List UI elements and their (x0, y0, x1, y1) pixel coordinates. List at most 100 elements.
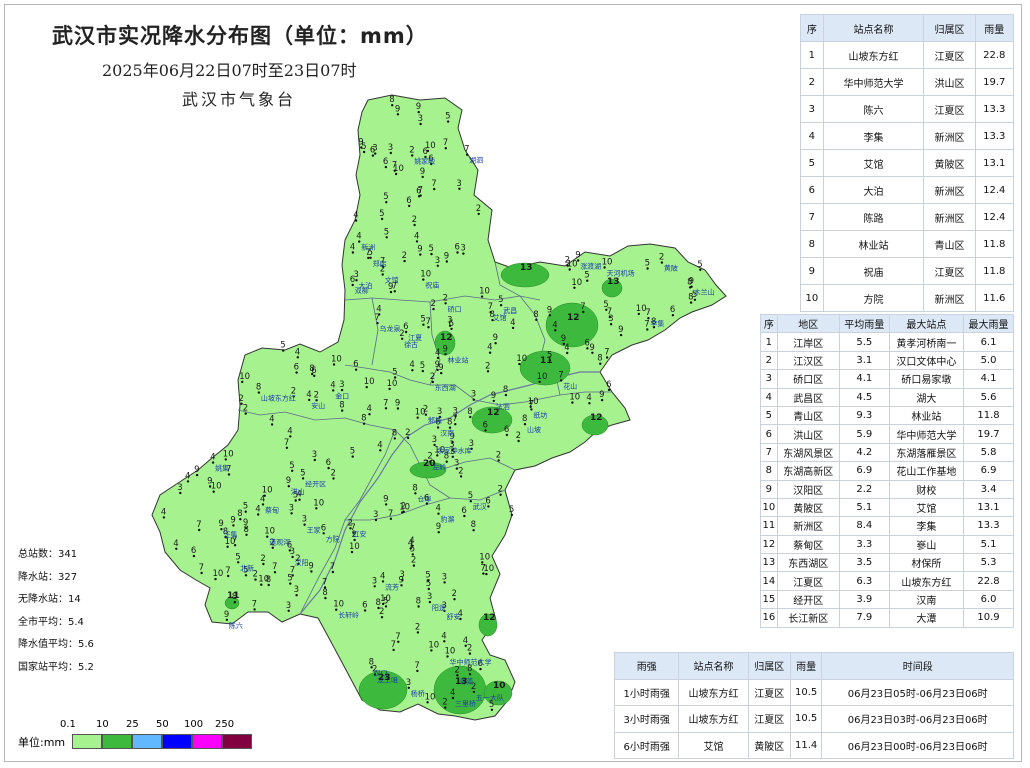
station-value: 3 (372, 144, 377, 154)
station-dot (363, 609, 367, 612)
station-dot (402, 510, 405, 513)
station-value: 3 (286, 601, 291, 611)
table-cell: 6.3 (838, 571, 890, 591)
station-value: 9 (547, 305, 552, 315)
table-cell: 9 (800, 257, 824, 285)
station-value: 2 (270, 538, 275, 548)
table-cell: 华中师范大学 (822, 68, 925, 96)
station-dot (332, 389, 335, 392)
station-value: 10 (445, 647, 456, 657)
station-value: 4 (463, 636, 468, 646)
table-cell: 7.9 (838, 608, 890, 628)
table-cell: 3 (800, 95, 824, 123)
legend-tick: 25 (126, 719, 139, 730)
highlight-value: 11 (540, 356, 553, 366)
station-dot (689, 301, 693, 304)
station-value: 8 (597, 354, 602, 364)
station-dot (322, 532, 325, 535)
station-value: 6 (584, 338, 589, 348)
station-dot (491, 318, 494, 322)
station-dot (285, 446, 289, 449)
station-value: 2 (430, 372, 435, 382)
table-row: 10 方院 新洲区 11.6 (800, 284, 1015, 312)
table-cell: 8 (760, 461, 778, 481)
station-value: 10 (528, 397, 539, 407)
station-value: 8 (447, 418, 452, 428)
station-value: 5 (379, 209, 384, 219)
station-value: 8 (522, 414, 527, 424)
station-dot (261, 503, 265, 506)
table-cell: 2 (800, 68, 824, 96)
highlight-value: 13 (455, 677, 468, 687)
place-label: 道观河 (269, 538, 290, 547)
station-value: 7 (431, 179, 436, 189)
table-cell: 江汉区 (776, 350, 840, 371)
place-label: 长轩岭 (338, 611, 359, 620)
station-dot (273, 571, 277, 574)
station-value: 3 (373, 510, 378, 520)
station-dot (260, 583, 263, 586)
station-dot (310, 570, 313, 573)
station-value: 10 (569, 393, 580, 403)
station-value: 9 (435, 360, 440, 370)
table-cell: 1小时雨强 (613, 678, 680, 706)
legend-tick: 50 (156, 719, 169, 730)
highlight-value: 12 (440, 333, 453, 343)
table-row: 13 东西湖区 3.5 材保所 5.3 (760, 553, 1014, 573)
table-cell: 6.9 (963, 461, 1014, 481)
station-value: 10 (262, 486, 273, 496)
station-dot (214, 577, 217, 581)
station-value: 3 (302, 515, 307, 525)
place-label: 金口 (335, 391, 349, 400)
station-value: 6 (287, 540, 292, 550)
station-value: 6 (294, 363, 299, 373)
table-cell: 6.0 (963, 589, 1014, 610)
station-value: 8 (651, 317, 656, 327)
station-value: 8 (376, 598, 381, 608)
table-cell: 嵾山 (888, 534, 965, 555)
station-value: 6 (478, 659, 483, 669)
station-value: 7 (196, 520, 201, 530)
station-dot (494, 342, 497, 345)
station-dot (573, 286, 576, 289)
place-label: 李集 (650, 319, 664, 328)
station-value: 2 (516, 431, 521, 441)
station-dot (373, 585, 376, 588)
station-dot (407, 686, 410, 689)
table-row: 6 大泊 新洲区 12.4 (800, 176, 1015, 204)
place-label: 山坡 (527, 425, 541, 434)
station-dot (693, 298, 697, 301)
station-dot (419, 122, 422, 126)
station-dot (233, 544, 237, 547)
station-value: 10 (483, 564, 494, 574)
station-dot (462, 252, 465, 255)
station-value: 10 (415, 408, 426, 418)
column-header: 最大雨量 (963, 313, 1014, 334)
station-value: 6 (461, 506, 466, 516)
place-label: 汉南 (440, 429, 454, 438)
station-value: 3 (418, 114, 423, 124)
station-value: 4 (161, 507, 166, 517)
station-dot (200, 571, 203, 575)
table-row: 15 经开区 3.9 汉南 6.0 (760, 589, 1014, 610)
station-statistics: 总站数：341 降水站：327 无降水站：14 全市平均：5.4 降水值平均：5… (18, 544, 94, 679)
station-value: 10 (364, 377, 375, 387)
table-cell: 东湖落雁景区 (888, 442, 965, 463)
table-cell: 1 (800, 41, 824, 69)
station-dot (671, 314, 675, 317)
station-dot (381, 273, 384, 276)
station-value: 7 (330, 562, 335, 572)
station-dot (244, 527, 248, 530)
highlight-value: 12 (483, 613, 496, 623)
place-label: 仓埠 (417, 494, 431, 503)
legend-tick: 10 (96, 719, 109, 730)
station-dot (607, 388, 611, 392)
table-cell: 林业站 (822, 230, 925, 258)
station-dot (257, 391, 261, 394)
station-value: 3 (449, 440, 454, 450)
station-value: 2 (379, 607, 384, 617)
station-dot (406, 436, 410, 440)
table-cell: 4.2 (838, 442, 890, 463)
station-value: 4 (487, 343, 492, 353)
station-value: 8 (533, 310, 538, 320)
